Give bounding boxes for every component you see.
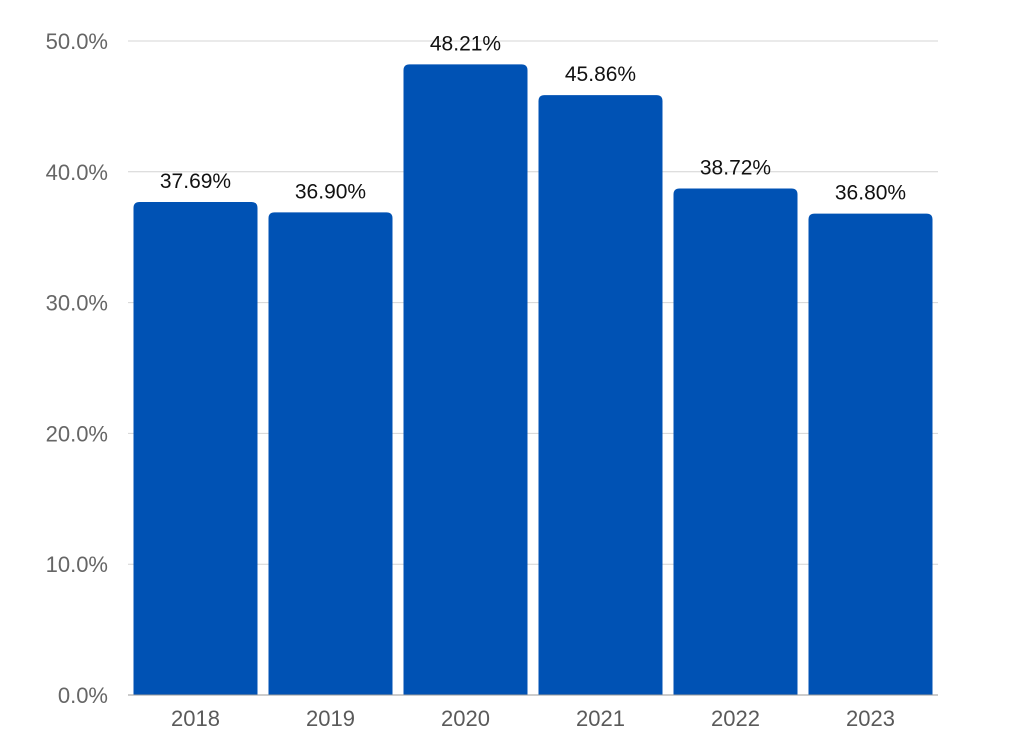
y-tick-label: 10.0%: [46, 552, 108, 577]
y-tick-label: 50.0%: [46, 29, 108, 54]
grid-layer: [128, 40, 938, 565]
y-tick-label: 40.0%: [46, 160, 108, 185]
y-tick-label: 20.0%: [46, 421, 108, 446]
bar-2021[interactable]: [538, 95, 663, 696]
data-label-2019: 36.90%: [295, 180, 366, 203]
data-label-2018: 37.69%: [160, 170, 231, 193]
data-label-2022: 38.72%: [700, 157, 771, 180]
y-tick-label: 0.0%: [58, 683, 108, 708]
x-tick-label-2019: 2019: [306, 706, 355, 731]
x-tick-label-2022: 2022: [711, 706, 760, 731]
bars-layer: [133, 64, 933, 696]
bar-2022[interactable]: [673, 188, 798, 695]
x-tick-label-2023: 2023: [846, 706, 895, 731]
bar-2018[interactable]: [133, 202, 258, 695]
x-tick-label-2018: 2018: [171, 706, 220, 731]
data-label-2020: 48.21%: [430, 32, 501, 55]
bar-2020[interactable]: [403, 64, 528, 695]
bar-2023[interactable]: [808, 213, 933, 695]
bar-2019[interactable]: [268, 212, 393, 695]
x-tick-label-2021: 2021: [576, 706, 625, 731]
data-label-2021: 45.86%: [565, 63, 636, 86]
data-label-2023: 36.80%: [835, 182, 906, 205]
x-tick-label-2020: 2020: [441, 706, 490, 731]
labels-layer: 0.0% 10.0% 20.0% 30.0% 40.0% 50.0% 37.69% 2018 3…: [46, 29, 907, 731]
y-tick-label: 30.0%: [46, 291, 108, 316]
